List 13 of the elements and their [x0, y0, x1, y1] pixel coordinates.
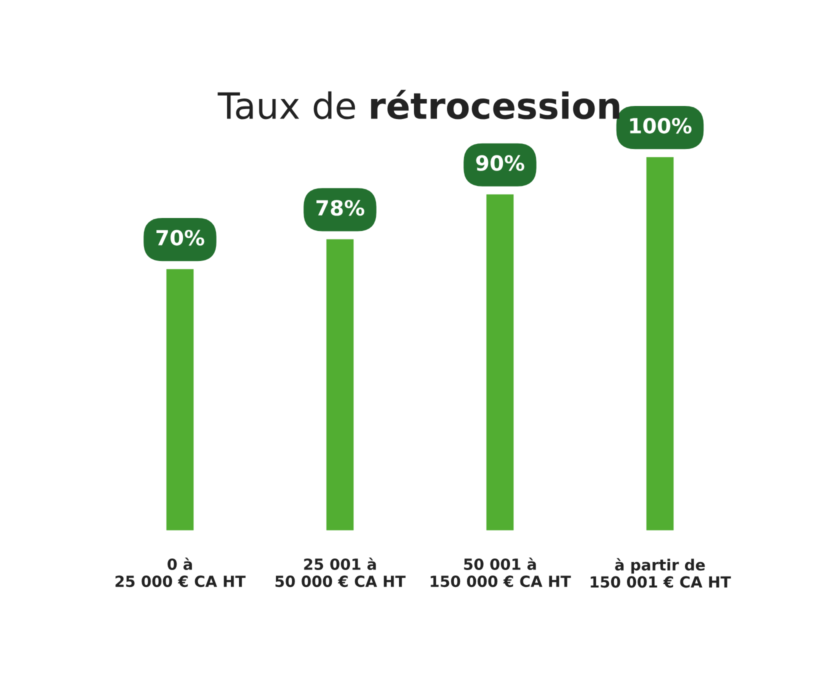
data-label: 70%	[156, 230, 204, 246]
data-label: 90%	[476, 155, 524, 171]
bar	[326, 239, 354, 530]
bar	[486, 194, 514, 530]
data-label: 100%	[630, 118, 692, 134]
chart-title: Taux de rétrocession	[218, 90, 620, 120]
data-label: 78%	[316, 200, 364, 216]
x-tick-label: 0 à 25 000 € CA HT	[116, 558, 246, 588]
x-tick-label: à partir de 150 001 € CA HT	[590, 558, 731, 588]
x-tick-label: 25 001 à 50 000 € CA HT	[276, 558, 406, 588]
x-tick-label: 50 001 à 150 000 € CA HT	[430, 558, 571, 588]
bar	[166, 269, 194, 530]
bar	[646, 157, 674, 530]
